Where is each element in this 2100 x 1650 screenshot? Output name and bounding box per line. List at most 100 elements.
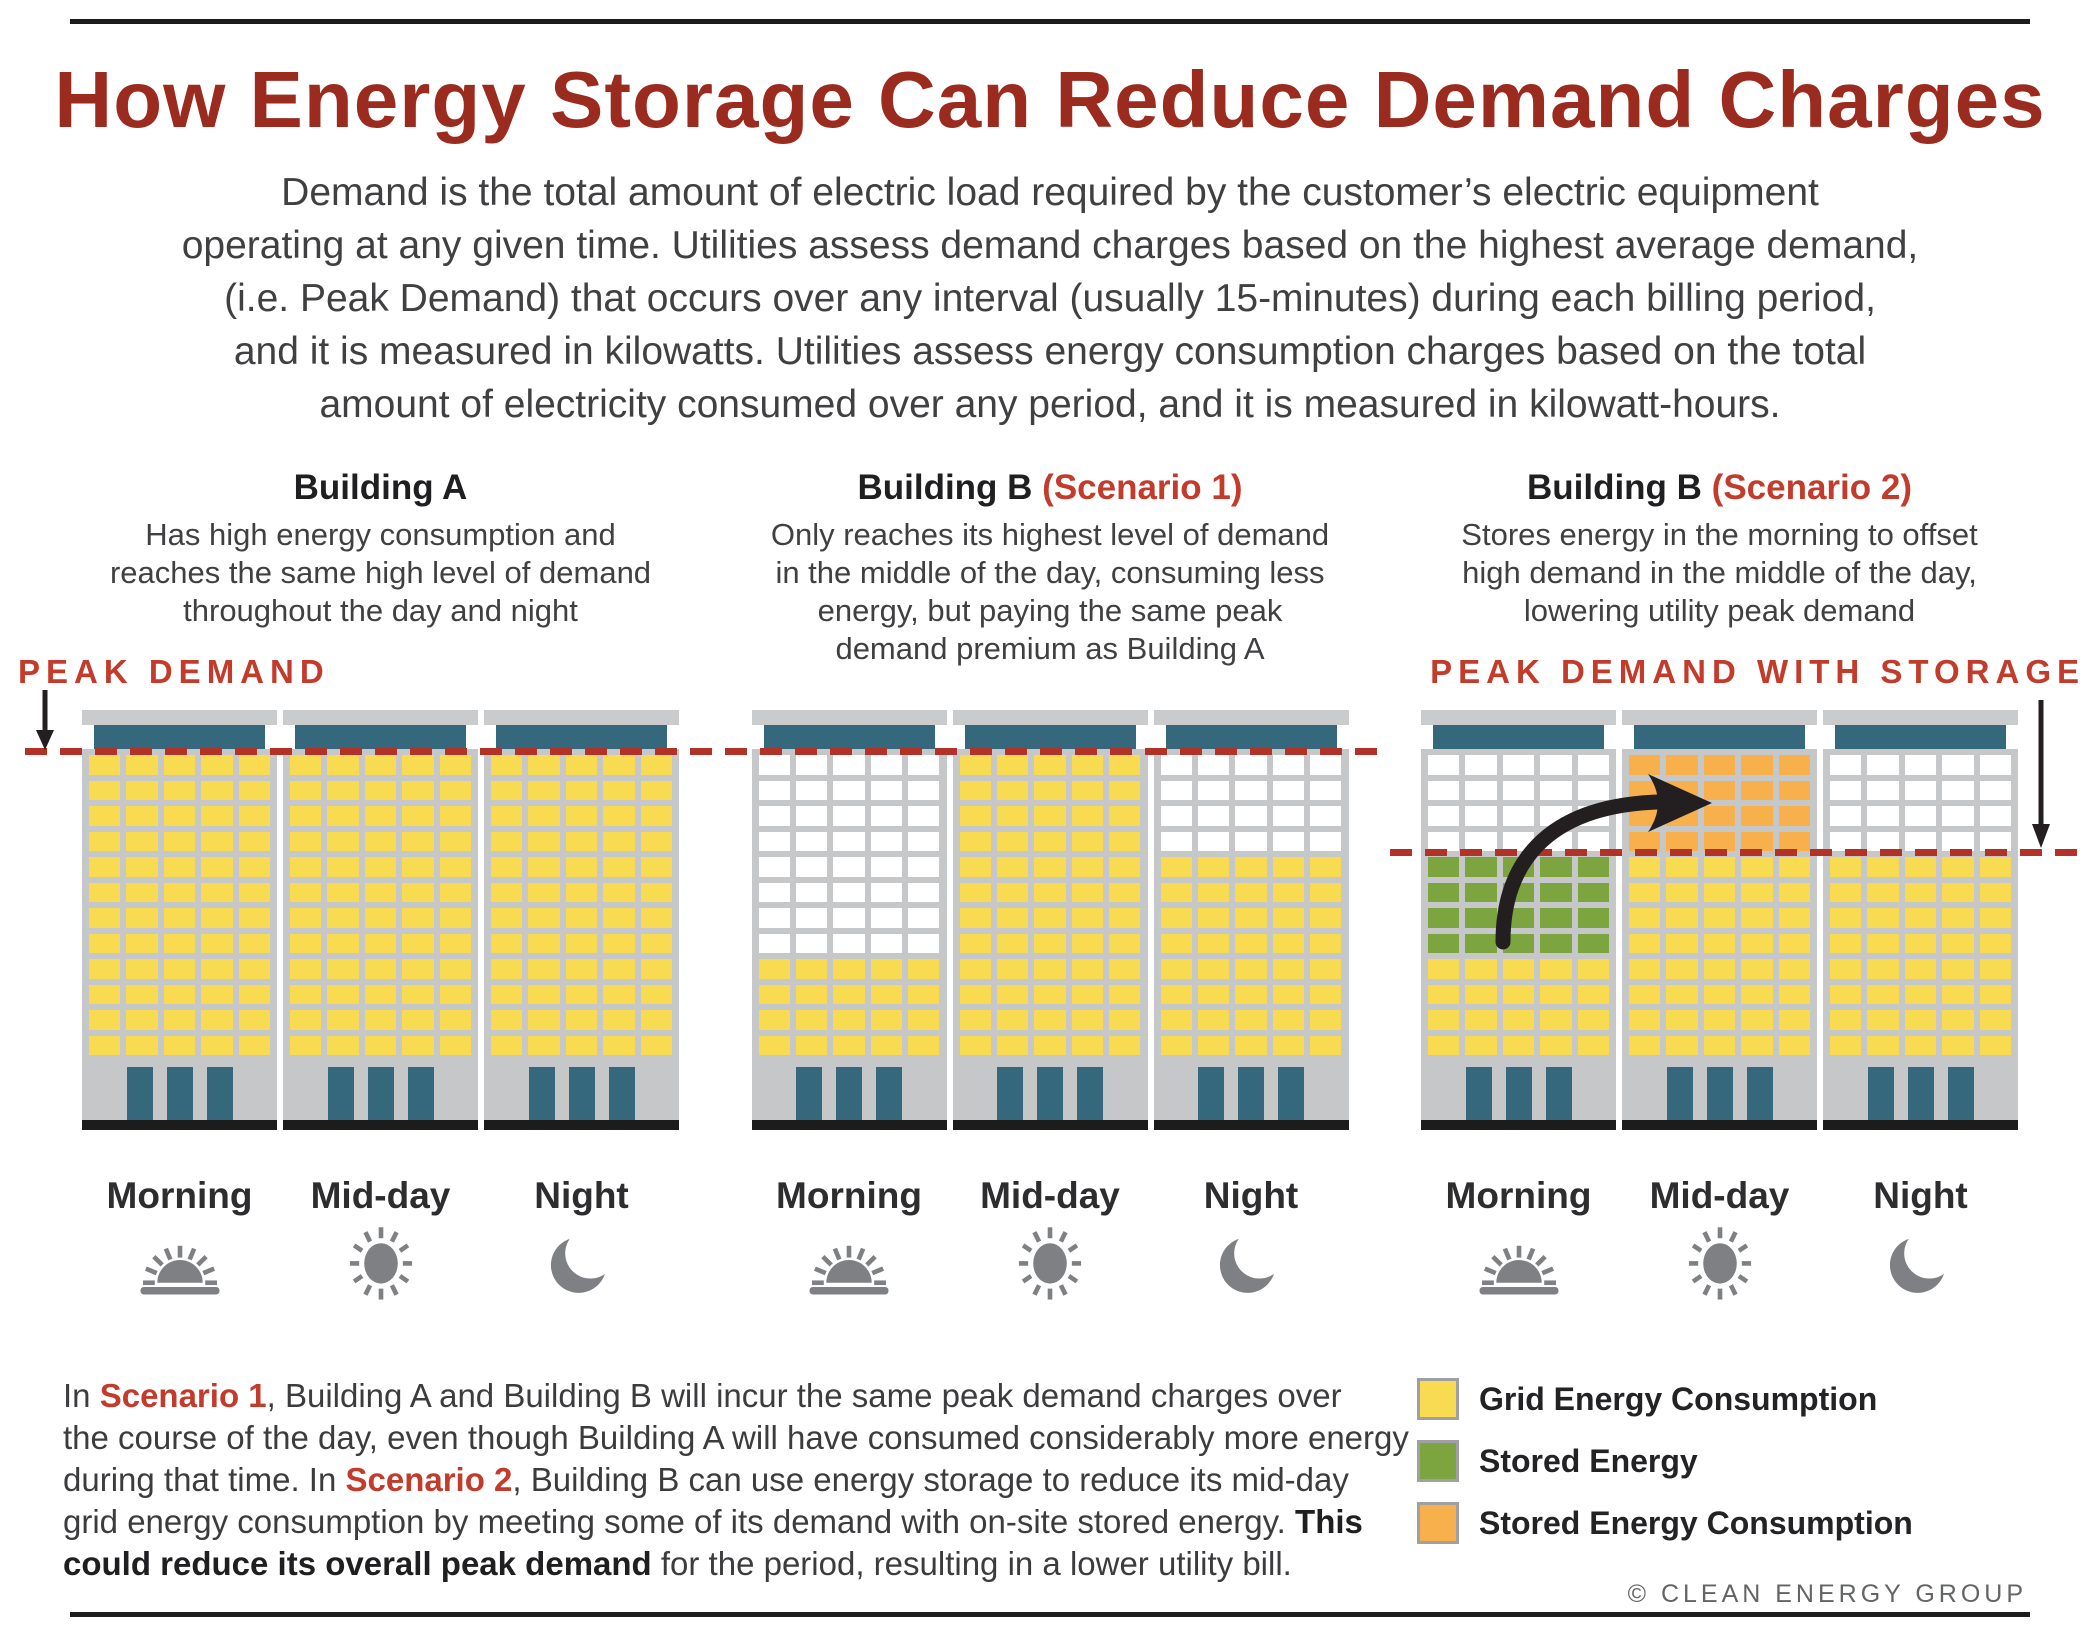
window-cell [908,984,940,1004]
window-cell [364,857,397,877]
door [1907,1067,1934,1120]
moon-icon [550,1228,616,1293]
group-description-line: in the middle of the day, consuming less [775,555,1325,590]
window-cell [1197,857,1230,877]
window-cell [996,1035,1029,1055]
window-cell [1741,1035,1773,1055]
window-cell [1034,1010,1066,1030]
door [1278,1067,1304,1120]
window-cell [758,831,790,851]
window-cell [163,959,196,979]
window-cell [439,933,471,953]
building-baseline [283,1120,478,1130]
window-cell [1502,933,1535,953]
window-cell [959,908,991,928]
summary-text: the course of the day, even though Build… [63,1419,1409,1456]
window-cell [89,831,121,851]
window-cell [1428,984,1460,1004]
scenario-ref: Scenario 1 [99,1377,267,1414]
window-cell [1666,933,1698,953]
window-cell [290,984,322,1004]
building-baseline [1823,1120,2018,1130]
window-cell [1666,908,1698,928]
window-cell [1979,984,2011,1004]
window-cell [491,755,523,775]
window-cell [1942,984,1974,1004]
window-cell [1034,780,1066,800]
window-cell [1310,806,1342,826]
window-cell [640,755,672,775]
window-cell [1034,933,1066,953]
window-cell [1109,1010,1141,1030]
window-cell [1942,831,1974,851]
window-cell [795,933,828,953]
window-cell [1502,984,1535,1004]
building-mid-day: Mid-day [283,710,478,1303]
window-cell [327,755,359,775]
window-cell [1867,959,1899,979]
window-cell [1071,959,1104,979]
window-cell [1778,984,1810,1004]
window-cell [565,882,598,902]
window-cell [528,908,560,928]
window-cell [1197,831,1230,851]
window-cell [870,933,903,953]
window-cell [1741,908,1773,928]
window-cell [1310,857,1342,877]
window-cell [1428,780,1460,800]
door-row [283,1067,478,1120]
window-cell [603,755,635,775]
window-cell [1272,857,1305,877]
door [1746,1067,1773,1120]
sun-icon [1018,1227,1082,1300]
window-cell [491,933,523,953]
window-cell [1979,755,2011,775]
summary-line: the course of the day, even though Build… [63,1417,1409,1459]
window-cell [402,1035,434,1055]
window-cell [908,1010,940,1030]
window-cell [1577,831,1609,851]
building-roof-band [1835,725,2006,749]
window-cell [1979,780,2011,800]
window-cell [1979,806,2011,826]
window-cell [1778,959,1810,979]
group-description-line: lowering utility peak demand [1523,593,1916,628]
window-cell [908,831,940,851]
window-cell [996,755,1029,775]
window-cell [959,882,991,902]
window-cell [1034,857,1066,877]
window-cell [640,908,672,928]
sun-icon [1688,1227,1751,1300]
window-cell [603,984,635,1004]
window-cell [870,1035,903,1055]
window-grid [752,755,947,1055]
time-label: Morning [776,1175,922,1216]
window-cell [1465,806,1497,826]
window-cell [439,1035,471,1055]
building-night: Night [484,710,679,1303]
window-cell [163,882,196,902]
window-cell [1109,857,1141,877]
window-cell [163,933,196,953]
window-cell [1502,1035,1535,1055]
window-cell [1703,1010,1736,1030]
window-cell [1629,959,1661,979]
window-cell [1741,831,1773,851]
window-cell [996,959,1029,979]
door [1198,1067,1224,1120]
window-cell [1071,984,1104,1004]
window-cell [1540,933,1572,953]
window-cell [1540,857,1572,877]
window-cell [640,1035,672,1055]
window-cell [201,780,233,800]
window-cell [201,1035,233,1055]
window-cell [1160,1035,1192,1055]
door-row [1823,1067,2018,1120]
window-cell [1666,755,1698,775]
window-grid [1823,755,2018,1055]
window-cell [1034,755,1066,775]
window-cell [126,1010,158,1030]
window-cell [1235,984,1267,1004]
window-cell [1465,1035,1497,1055]
window-cell [1904,857,1937,877]
